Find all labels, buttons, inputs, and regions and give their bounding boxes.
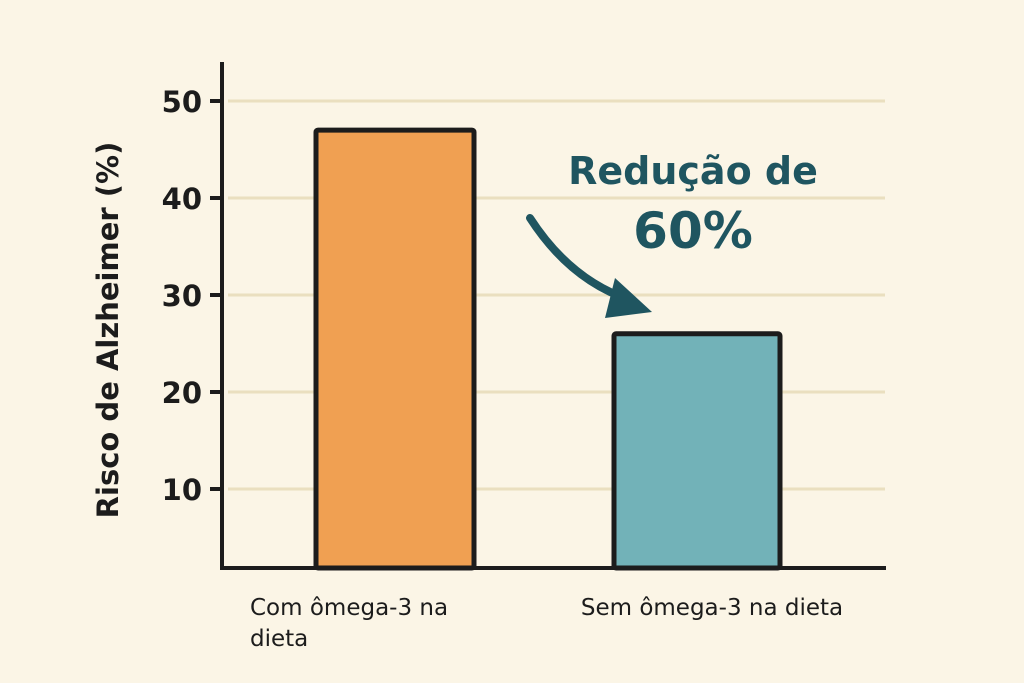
- bar-1: [313, 127, 477, 571]
- category-label: Com ômega-3 na: [250, 595, 448, 621]
- y-tick-label: 40: [162, 182, 202, 216]
- y-tick-label: 30: [162, 279, 202, 313]
- y-axis-label: Risco de Alzheimer (%): [91, 142, 125, 519]
- arrow-icon: [526, 214, 652, 318]
- y-tick-label: 20: [162, 376, 202, 410]
- y-tick-label: 50: [162, 85, 202, 119]
- y-tick-label: 10: [162, 473, 202, 507]
- annotation-line-1: Redução de: [568, 149, 818, 193]
- bar-2: [611, 331, 783, 571]
- annotation-line-2: 60%: [633, 202, 753, 260]
- category-label: dieta: [250, 626, 308, 652]
- category-label: Sem ômega-3 na dieta: [581, 595, 843, 621]
